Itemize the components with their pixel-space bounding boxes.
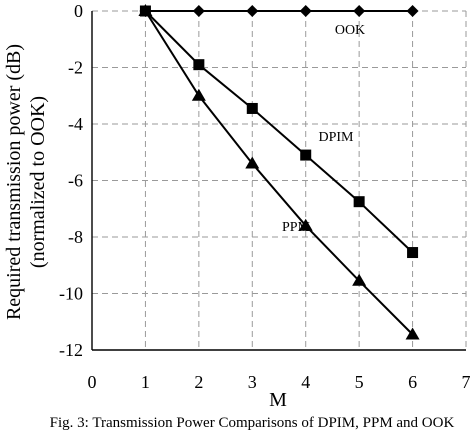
x-tick-label: 0 (88, 372, 97, 392)
series-line-ppm (144, 10, 414, 336)
y-tick-label: -12 (59, 340, 83, 360)
y-tick-label: -4 (68, 114, 83, 134)
data-point-ook (406, 5, 419, 17)
y-tick-label: -2 (68, 58, 83, 78)
data-point-ppm (405, 327, 420, 340)
data-point-ppm (298, 218, 313, 231)
data-point-dpim (407, 247, 419, 259)
figure-caption: Fig. 3: Transmission Power Comparisons o… (50, 415, 455, 431)
data-point-ppm (191, 88, 206, 101)
y-tick-label: -6 (68, 171, 83, 191)
series-label-ppm: PPM (282, 220, 311, 235)
data-point-ook (299, 5, 312, 17)
data-point-dpim (193, 59, 205, 71)
grid (92, 10, 467, 350)
y-axis-title-line2: (normalized to OOK) (27, 96, 49, 268)
x-tick-label: 1 (141, 372, 150, 392)
data-point-ook (246, 5, 259, 17)
data-point-ppm (352, 273, 367, 286)
x-tick-label: 2 (194, 372, 203, 392)
data-point-ook (353, 5, 366, 17)
series-line-dpim (144, 10, 414, 254)
y-tick-label: -10 (59, 284, 83, 304)
y-tick-label: -8 (68, 227, 83, 247)
data-point-dpim (353, 196, 365, 208)
data-point-ppm (245, 156, 260, 169)
tick-labels: 0-2-4-6-8-10-120 1 2 3 4 5 6 7 (59, 1, 471, 392)
data-point-ppm (138, 4, 153, 16)
x-axis-title: M (269, 389, 287, 411)
x-tick-label: 4 (301, 372, 310, 392)
x-tick-label: 5 (355, 372, 364, 392)
y-axis-title-line1: Required transmission power (dB) (3, 44, 25, 320)
x-tick-label: 7 (462, 372, 471, 392)
series-label-ook: OOK (335, 23, 365, 38)
series-markers (138, 4, 420, 340)
x-tick-label: 6 (408, 372, 417, 392)
x-tick-label: 3 (248, 372, 257, 392)
series-label-dpim: DPIM (318, 130, 354, 145)
data-point-dpim (246, 102, 258, 114)
series-labels: OOK DPIM PPM (282, 23, 365, 235)
axes (91, 11, 466, 351)
y-tick-label: 0 (74, 1, 83, 21)
series-lines (144, 10, 414, 336)
data-point-dpim (300, 149, 312, 161)
data-point-ook (192, 5, 205, 17)
